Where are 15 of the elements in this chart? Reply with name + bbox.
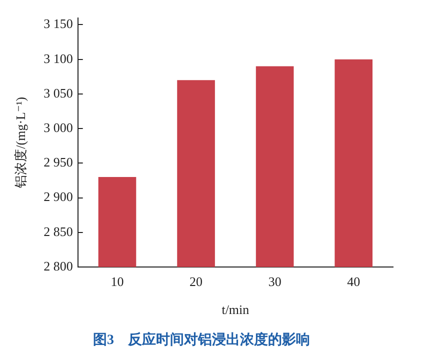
y-tick-label: 2 850 [44,224,73,239]
x-tick-label: 10 [110,274,124,290]
y-tick-label: 2 900 [44,189,73,204]
y-tick-label: 3 150 [44,16,73,32]
y-tick-label: 3 100 [44,50,73,66]
text: 图3 反应时间对铝浸出浓度的影响 [93,331,310,348]
x-tick-label: 40 [347,274,360,290]
y-tick-label: 2 800 [44,258,73,274]
y-tick-label: 3 050 [44,85,73,100]
y-axis-title: 铝浓度/(mg·L⁻¹) [13,96,28,189]
x-tick-label: 20 [190,274,203,290]
y-tick-label: 3 000 [44,120,73,135]
y-tick-label: 2 950 [44,154,73,170]
x-axis-title: t/min [222,302,250,317]
x-tick-label: 30 [268,274,282,290]
